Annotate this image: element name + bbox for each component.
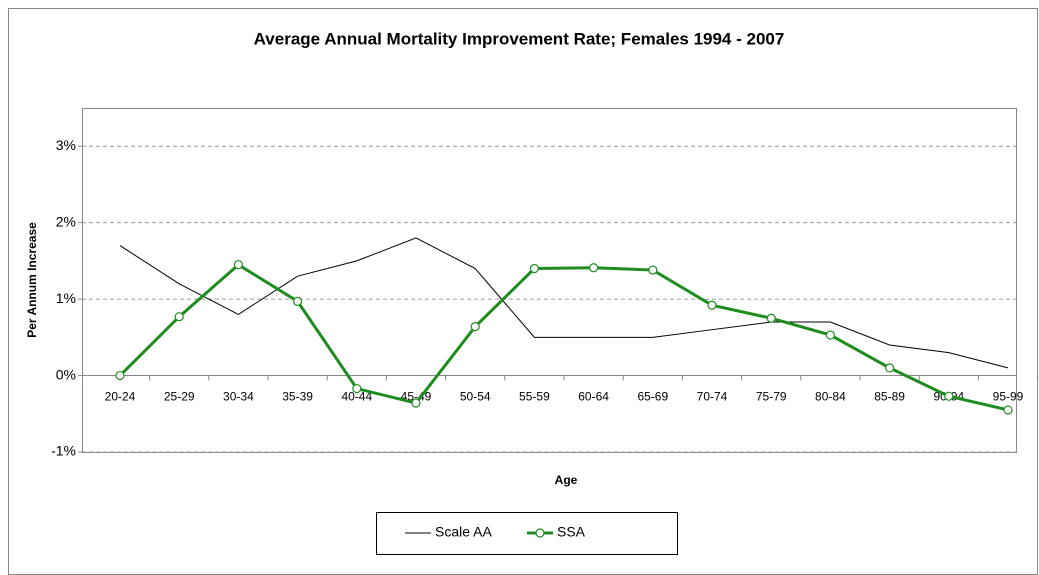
y-tick-label: 2%: [56, 213, 76, 229]
y-axis-title: Per Annum Increase: [25, 222, 39, 338]
x-tick-label: 65-69: [637, 390, 668, 404]
x-tick-label: 95-99: [993, 390, 1024, 404]
legend-label: Scale AA: [435, 524, 492, 540]
y-tick-label: 3%: [56, 137, 76, 153]
point: [529, 263, 540, 274]
x-tick-label: 30-34: [223, 390, 254, 404]
point: [115, 370, 125, 381]
point: [1003, 405, 1013, 415]
x-tick-label: 35-39: [282, 390, 313, 404]
x-tick-label: 55-59: [519, 390, 550, 404]
point: [944, 391, 954, 401]
x-tick-label: 20-24: [105, 390, 136, 404]
x-tick-label: 25-29: [164, 390, 195, 404]
point: [174, 312, 184, 322]
x-tick-label: 75-79: [756, 390, 787, 404]
point: [884, 363, 895, 373]
y-tick-label: 1%: [56, 290, 76, 306]
point: [707, 300, 717, 310]
point: [233, 260, 243, 270]
y-tick-label: -1%: [51, 443, 76, 459]
x-tick-label: 60-64: [578, 390, 609, 404]
legend-marker: [535, 528, 545, 538]
point: [825, 330, 836, 340]
legend-label: SSA: [557, 524, 586, 540]
point: [648, 265, 658, 275]
x-tick-label: 50-54: [460, 390, 491, 404]
chart-title: Average Annual Mortality Improvement Rat…: [254, 29, 785, 48]
point: [352, 383, 362, 394]
x-tick-label: 80-84: [815, 390, 846, 404]
y-tick-label: 0%: [56, 366, 76, 382]
series-line: [118, 262, 1009, 412]
x-tick-label: 40-44: [341, 390, 372, 404]
point: [411, 398, 421, 408]
point: [766, 313, 776, 323]
x-tick-label: 70-74: [697, 390, 728, 404]
point: [293, 296, 303, 307]
series-line: [119, 237, 1009, 369]
point: [470, 322, 480, 332]
x-axis-title: Age: [555, 473, 578, 487]
x-tick-label: 85-89: [874, 390, 905, 404]
point: [588, 263, 599, 273]
chart-border: [8, 8, 1038, 575]
